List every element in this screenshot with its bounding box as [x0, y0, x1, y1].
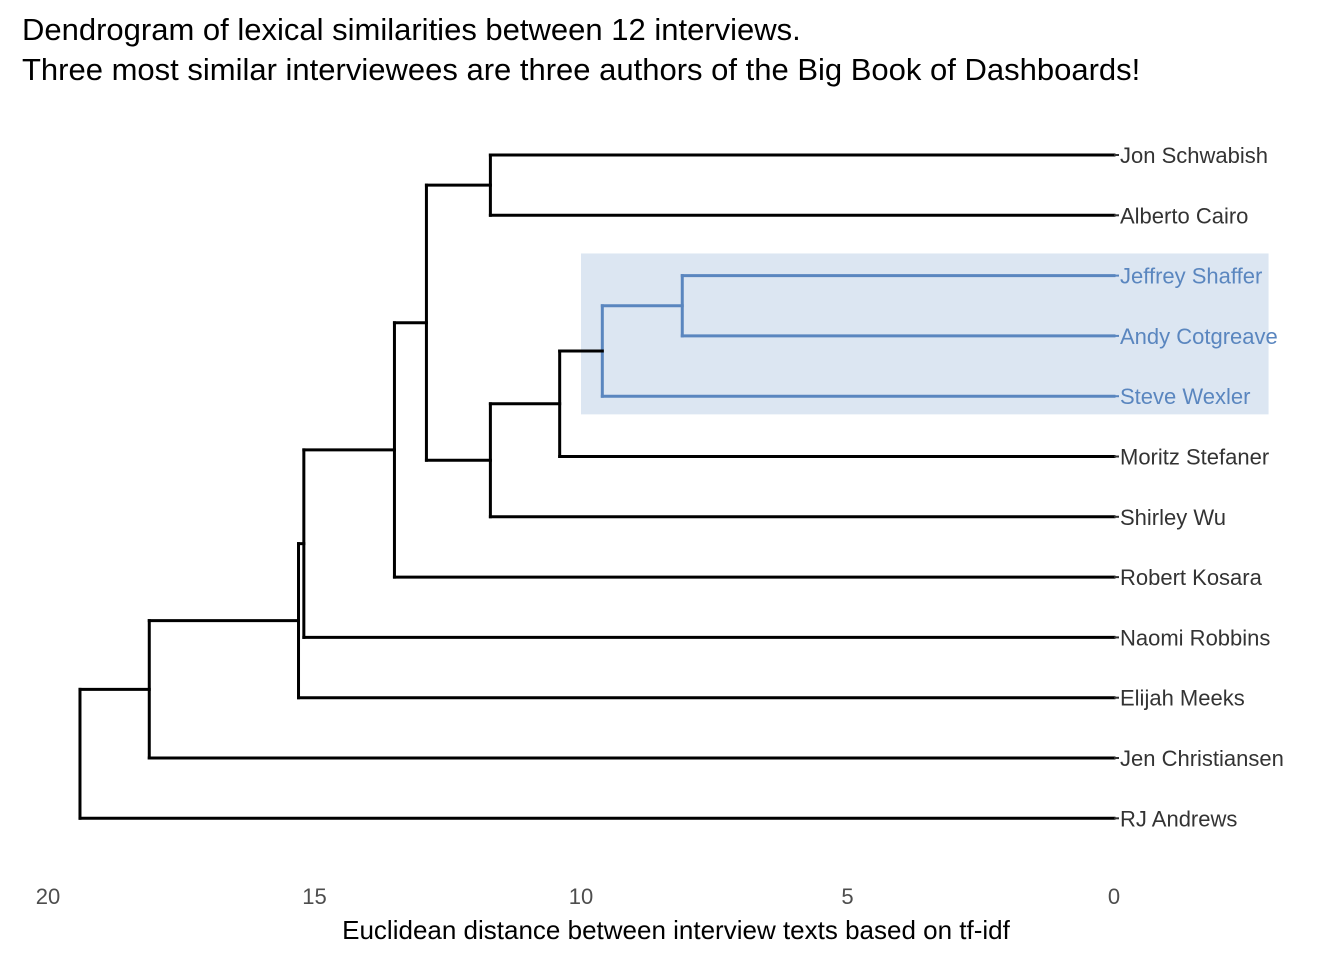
x-tick-label: 15 — [302, 884, 326, 909]
leaf-label: RJ Andrews — [1120, 806, 1237, 831]
leaf-label: Steve Wexler — [1120, 384, 1250, 409]
leaf-label: Naomi Robbins — [1120, 625, 1270, 650]
x-tick-label: 5 — [841, 884, 853, 909]
branch-layer — [78, 153, 1116, 820]
leaf-label: Jen Christiansen — [1120, 746, 1284, 771]
leaf-label-layer: Jon Schwabish Alberto Cairo Jeffrey Shaffe… — [1114, 143, 1284, 831]
chart-subtitle: Three most similar interviewees are thre… — [22, 52, 1141, 87]
chart-title-block: Dendrogram of lexical similarities betwe… — [22, 10, 1140, 90]
highlight-box — [581, 253, 1269, 415]
chart-title: Dendrogram of lexical similarities betwe… — [22, 12, 801, 47]
leaf-label: Moritz Stefaner — [1120, 445, 1269, 470]
leaf-label: Alberto Cairo — [1120, 203, 1248, 228]
leaf-label: Jon Schwabish — [1120, 143, 1268, 168]
highlight-layer — [581, 253, 1269, 415]
leaf-label: Shirley Wu — [1120, 505, 1226, 530]
leaf-label: Robert Kosara — [1120, 565, 1263, 590]
leaf-label: Elijah Meeks — [1120, 686, 1245, 711]
x-tick-label: 10 — [569, 884, 593, 909]
x-tick-label: 20 — [36, 884, 60, 909]
leaf-label: Jeffrey Shaffer — [1120, 264, 1262, 289]
leaf-label: Andy Cotgreave — [1120, 324, 1278, 349]
x-tick-label: 0 — [1108, 884, 1120, 909]
x-axis: 20 15 10 5 0 — [36, 884, 1120, 909]
x-axis-label: Euclidean distance between interview tex… — [342, 915, 1010, 945]
